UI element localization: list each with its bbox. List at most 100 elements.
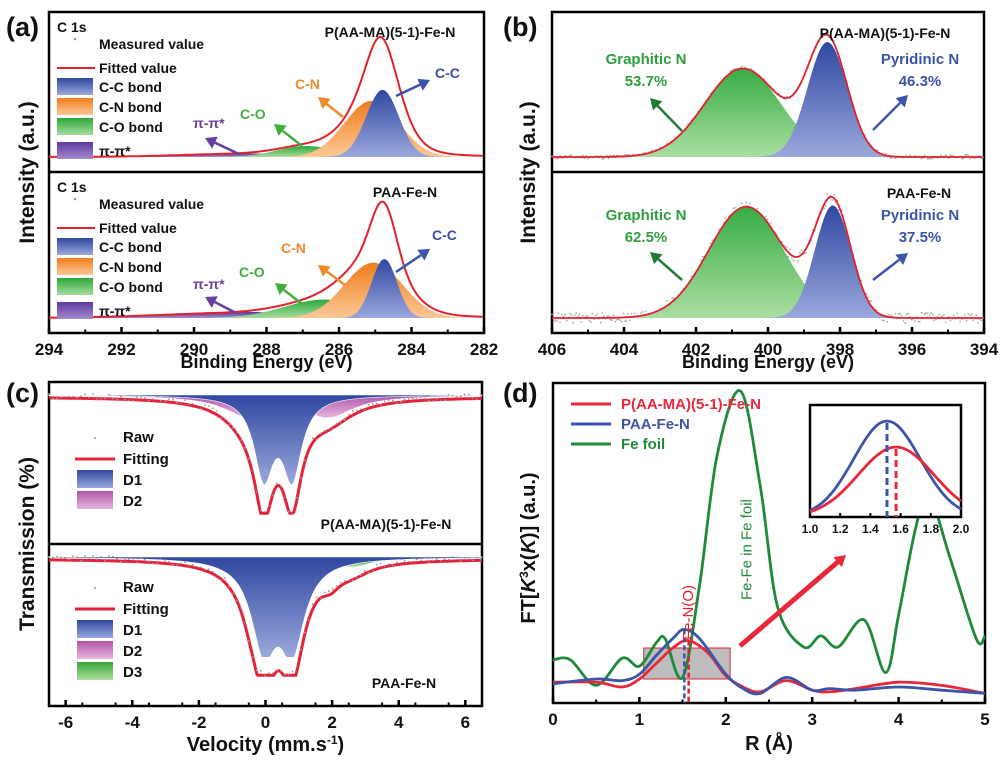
raw-point: [407, 398, 410, 400]
measured-point: [909, 315, 911, 318]
raw-point: [92, 555, 94, 557]
tick-label: 406: [538, 340, 566, 359]
raw-point: [339, 422, 342, 424]
arrow-cn-shaft: [326, 270, 346, 287]
raw-point: [259, 669, 262, 672]
raw-point: [196, 404, 198, 407]
raw-point: [52, 556, 54, 559]
raw-point: [367, 403, 370, 406]
series-paa-ma: [552, 639, 986, 695]
measured-point: [700, 259, 702, 262]
x-axis-label-exponent: -1: [327, 733, 338, 747]
arrow-co-head: [275, 283, 288, 295]
measured-point: [590, 321, 592, 324]
measured-point: [784, 245, 787, 248]
raw-point: [247, 640, 250, 642]
measured-point: [888, 313, 890, 316]
raw-point: [52, 397, 54, 400]
arrow-cc-shaft: [395, 254, 422, 274]
raw-point: [88, 556, 90, 559]
series-fe-foil: [552, 389, 987, 687]
measured-point: [881, 319, 884, 322]
raw-point: [120, 395, 122, 398]
measured-point: [690, 275, 693, 278]
tick-label: 1: [635, 710, 644, 729]
measured-point: [930, 157, 932, 160]
x-axis-a: 294 292 290 288 286 284 282: [35, 327, 498, 359]
measured-point: [643, 151, 646, 154]
legend-item: D1: [123, 472, 142, 489]
raw-point: [315, 438, 318, 440]
measured-point: [585, 315, 587, 317]
raw-point: [479, 393, 482, 396]
measured-point: [611, 319, 613, 322]
measured-point: [790, 257, 793, 259]
inset: 1.0 1.2 1.4 1.6 1.8 2.0: [802, 403, 970, 536]
measured-point: [905, 313, 908, 316]
raw-point: [204, 568, 206, 571]
tick-label: -2: [191, 713, 206, 732]
fitting-curve: [49, 396, 482, 515]
subplot-paa: PAA-Fe-N Graphitic N 62.5% Pyridinic N 37.5%: [551, 185, 984, 324]
x-axis-label: Binding Energy (eV): [682, 352, 854, 372]
measured-point: [914, 320, 916, 322]
arrow-pi-head: [205, 296, 218, 308]
measured-point: [564, 313, 566, 316]
arrow-co: [274, 124, 303, 147]
measured-point: [961, 158, 963, 160]
raw-point: [327, 590, 330, 593]
raw-point: [347, 579, 350, 582]
raw-point: [371, 570, 374, 572]
measured-point: [941, 315, 944, 317]
tick-label: 0: [548, 710, 557, 729]
arrow-graphitic-shaft: [656, 105, 683, 132]
annotation-graphitic: Graphitic N: [606, 207, 687, 224]
measured-point: [944, 321, 947, 324]
tick-label: 2: [327, 713, 336, 732]
measured-point: [572, 321, 574, 324]
raw-point: [463, 558, 466, 560]
raw-point: [164, 401, 166, 403]
raw-point: [363, 570, 366, 572]
raw-point: [475, 556, 478, 559]
raw-point: [419, 396, 422, 399]
raw-point: [228, 585, 230, 588]
raw-point: [271, 672, 274, 675]
measured-point: [909, 154, 911, 157]
raw-point: [188, 403, 190, 405]
measured-point: [824, 204, 827, 207]
annotation-fe-n: Fe-N(O): [680, 585, 697, 640]
raw-point: [443, 399, 446, 401]
legend-item: D2: [123, 643, 142, 660]
y-label-k2: K: [518, 538, 540, 554]
raw-point: [144, 558, 146, 561]
measured-point: [805, 252, 808, 254]
measured-point: [967, 154, 970, 157]
measured-point: [609, 318, 612, 321]
raw-point: [100, 398, 102, 400]
raw-point: [279, 670, 282, 672]
raw-point: [200, 407, 202, 410]
legend-item: C-C bond: [99, 79, 162, 95]
measured-point: [756, 207, 759, 210]
arrow-cn-shaft: [325, 102, 344, 118]
annotation-cn: C-N: [295, 76, 320, 92]
tick-label: 394: [970, 340, 999, 359]
legend-swatch: [57, 118, 93, 135]
arrow-pi-head: [205, 136, 218, 149]
measured-point: [606, 154, 608, 157]
measured-point: [612, 314, 615, 317]
raw-point: [116, 557, 118, 560]
arrow-cn-head: [318, 97, 331, 109]
measured-point: [570, 313, 573, 316]
raw-point: [212, 570, 214, 573]
raw-point: [399, 558, 402, 561]
legend-raw-marker: [94, 587, 96, 589]
arrow-co-head: [274, 124, 287, 136]
measured-point: [926, 312, 929, 315]
component-ccbond: [49, 89, 484, 157]
measured-point: [594, 314, 597, 317]
y-label-tail: )] (a.u.): [518, 472, 540, 539]
arrow-graphitic-head: [650, 252, 663, 265]
